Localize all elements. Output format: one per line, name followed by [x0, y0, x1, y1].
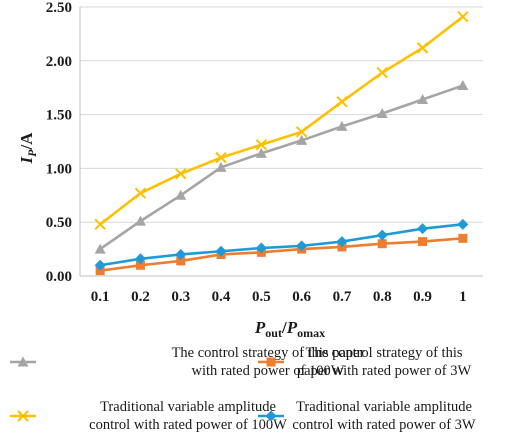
x-tick-label: 0.1	[91, 289, 110, 305]
y-tick-label: 2.50	[46, 0, 72, 16]
legend: The control strategy of this paper with r…	[10, 345, 476, 433]
data-point	[458, 233, 468, 243]
y-axis-title: IP/A	[17, 132, 39, 165]
legend-swatch-marker	[17, 356, 29, 367]
legend-label: Traditional variable amplitude	[100, 399, 276, 415]
data-point	[295, 126, 308, 138]
data-point	[175, 168, 187, 180]
data-point	[376, 66, 388, 79]
data-point	[255, 147, 267, 158]
y-tick-label: 1.50	[46, 108, 72, 124]
data-point	[255, 242, 267, 254]
legend-label: paper with rated power of 3W	[297, 363, 472, 379]
series-line	[99, 223, 463, 267]
data-point	[376, 229, 388, 241]
legend-label: Traditional variable amplitude	[296, 399, 472, 415]
x-tick-labels: 0.1 0.2 0.3 0.4 0.5 0.6 0.7 0.8 0.9 1	[91, 289, 467, 305]
data-point	[94, 243, 106, 254]
x-tick-label: 0.5	[252, 289, 271, 305]
data-point	[417, 223, 429, 235]
legend-swatch-marker	[265, 410, 277, 422]
data-point	[457, 80, 469, 91]
data-point	[336, 95, 348, 108]
x-tick-label: 1	[459, 289, 467, 305]
data-point	[175, 248, 187, 260]
series-1	[94, 80, 469, 254]
data-point	[135, 260, 145, 270]
y-tick-label: 0.50	[46, 215, 72, 231]
data-point	[215, 161, 227, 172]
series-line	[99, 15, 464, 226]
data-point	[416, 42, 429, 54]
x-tick-label: 0.4	[212, 289, 231, 305]
legend-item-3: Traditional variable amplitude control wi…	[10, 399, 287, 433]
x-tick-label: 0.2	[131, 289, 150, 305]
legend-label: control with rated power of 3W	[292, 417, 476, 433]
data-point	[175, 189, 187, 200]
x-tick-label: 0.3	[171, 289, 190, 305]
legend-item-4: Traditional variable amplitude control wi…	[258, 399, 476, 433]
data-point	[296, 134, 308, 145]
data-point	[134, 187, 147, 199]
plot-area	[94, 10, 469, 276]
y-tick-label: 2.00	[46, 54, 72, 70]
series-4	[94, 218, 469, 271]
data-point	[417, 94, 429, 105]
data-point	[134, 215, 146, 226]
legend-swatch-marker	[266, 357, 276, 367]
x-tick-label: 0.9	[413, 289, 432, 305]
data-point	[215, 245, 227, 257]
series-2	[95, 233, 468, 276]
y-tick-label: 1.00	[46, 161, 72, 177]
series-3	[94, 10, 469, 231]
x-axis-title: Pout/Pomax	[254, 318, 325, 340]
x-tick-label: 0.8	[373, 289, 392, 305]
legend-swatch-marker	[17, 410, 29, 422]
legend-item-1: The control strategy of this paper with r…	[10, 345, 365, 379]
data-point	[457, 218, 469, 230]
data-point	[134, 253, 146, 265]
series-line	[99, 237, 463, 272]
data-point	[336, 236, 348, 248]
data-point	[215, 151, 227, 164]
series-line	[99, 84, 464, 251]
grid	[80, 6, 483, 223]
legend-label: with rated power of 100W	[191, 363, 344, 379]
axes	[79, 7, 483, 277]
x-tick-label: 0.6	[292, 289, 311, 305]
data-point	[296, 240, 308, 252]
legend-label: The control strategy of this paper	[172, 345, 365, 361]
y-tick-label: 0.00	[46, 269, 72, 285]
legend-label: The control strategy of this	[305, 345, 462, 361]
data-point	[418, 237, 428, 247]
legend-item-2: The control strategy of this paper with r…	[258, 345, 471, 379]
data-point	[255, 139, 268, 151]
legend-label: control with rated power of 100W	[89, 417, 287, 433]
data-point	[377, 239, 387, 249]
x-tick-label: 0.7	[333, 289, 352, 305]
data-point	[376, 108, 388, 119]
data-point	[176, 256, 186, 266]
y-tick-labels: 0.00 0.50 1.00 1.50 2.00 2.50	[46, 0, 72, 285]
data-point	[457, 10, 469, 23]
data-point	[94, 218, 106, 231]
data-point	[336, 120, 348, 131]
data-point	[94, 259, 106, 271]
